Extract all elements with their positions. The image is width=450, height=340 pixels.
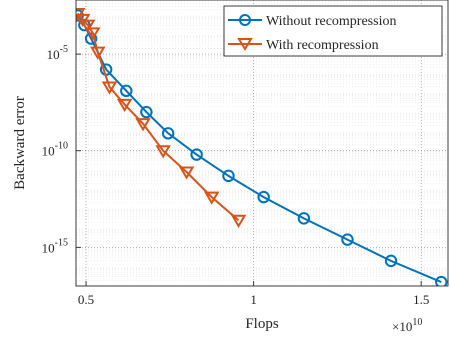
data-point-with-recompression [203, 191, 220, 205]
data-point-with-recompression [135, 118, 151, 132]
legend-box [223, 5, 443, 57]
legend-marker-without [239, 14, 251, 26]
data-point-with-recompression [230, 214, 247, 228]
y-tick-label: 10-10 [42, 141, 68, 159]
plot-area-border [75, 0, 449, 287]
data-point-with-recompression [85, 27, 101, 41]
data-point-with-recompression [90, 46, 106, 60]
legend-entry-without-recompression: Without recompression [228, 14, 396, 29]
data-point-without-recompression [435, 275, 448, 286]
y-axis-label: Backward error [12, 96, 28, 190]
ticks: 10-5 10-10 10-15 0.5 1 1.5 [42, 44, 430, 307]
series-layer [76, 8, 448, 286]
data-point-with-recompression [79, 19, 96, 33]
data-point-without-recompression [120, 84, 133, 98]
legend: Without recompression With recompression [223, 5, 443, 57]
legend-entry-with-recompression: With recompression [228, 38, 379, 53]
legend-label-with: With recompression [266, 38, 379, 53]
data-point-without-recompression [257, 190, 270, 204]
data-point-without-recompression [161, 127, 175, 140]
data-point-without-recompression [384, 254, 398, 268]
y-tick-label: 10-15 [42, 237, 68, 255]
x-axis-multiplier: ×1010 [392, 317, 422, 334]
data-point-without-recompression [341, 233, 354, 246]
x-tick-label: 1 [250, 292, 257, 307]
data-point-without-recompression [190, 148, 203, 161]
series-line-with-recompression [76, 12, 240, 222]
data-point-with-recompression [155, 145, 171, 159]
legend-marker-with [237, 38, 253, 51]
x-axis-label: Flops [245, 316, 279, 332]
data-point-with-recompression [178, 166, 195, 180]
data-point-without-recompression [222, 169, 235, 183]
data-point-without-recompression [297, 212, 311, 225]
x-tick-label: 0.5 [78, 292, 94, 307]
data-point-with-recompression [101, 81, 118, 95]
y-tick-label: 10-5 [47, 44, 68, 62]
x-tick-label: 1.5 [413, 292, 429, 307]
data-point-with-recompression [116, 98, 133, 113]
data-point-without-recompression [84, 32, 98, 45]
data-point-without-recompression [140, 105, 153, 119]
legend-label-without: Without recompression [266, 14, 396, 29]
